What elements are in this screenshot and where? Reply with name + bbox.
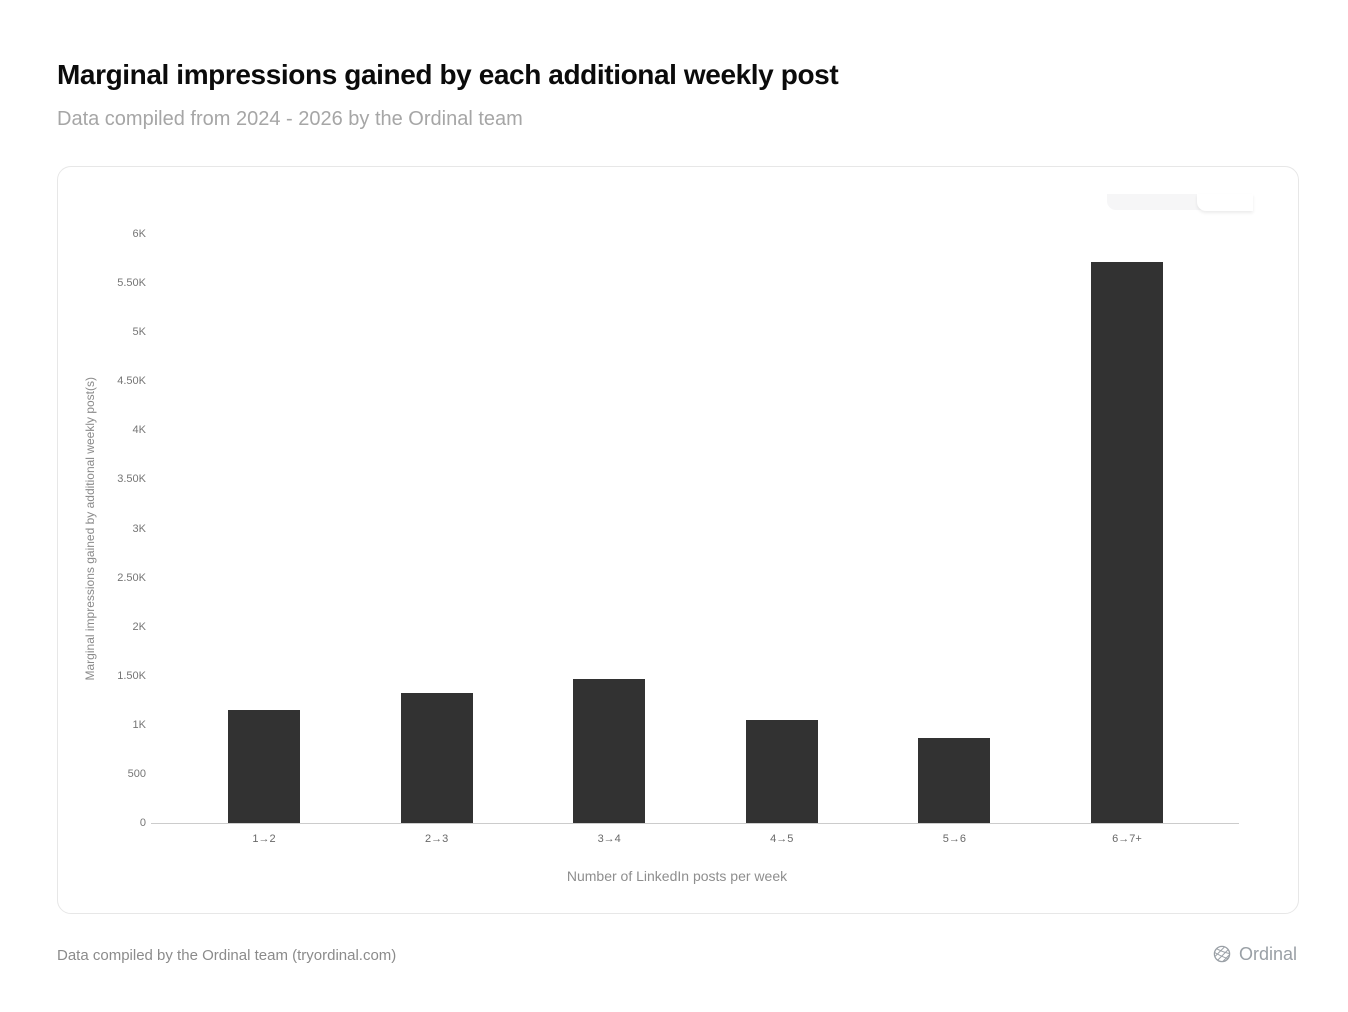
y-tick-label: 3K — [132, 522, 146, 535]
bar[interactable] — [918, 737, 991, 823]
bar[interactable] — [573, 678, 646, 823]
x-axis-title: Number of LinkedIn posts per week — [566, 868, 788, 884]
chart-hover-toolbar[interactable] — [1107, 194, 1217, 210]
y-tick-label: 2.50K — [117, 571, 146, 584]
x-tick-label: 5→6 — [942, 833, 967, 845]
x-tick-label: 2→3 — [424, 833, 449, 845]
x-tick-label: 3→4 — [597, 833, 621, 845]
y-tick-label: 1K — [132, 718, 146, 731]
y-tick-label: 0 — [139, 817, 146, 829]
attribution-text: Data compiled by the Ordinal team (tryor… — [57, 947, 397, 964]
y-tick-label: 6K — [132, 228, 146, 240]
y-tick-label: 3.50K — [117, 473, 146, 486]
page-subtitle: Data compiled from 2024 - 2026 by the Or… — [57, 108, 523, 130]
y-tick-label: 4.50K — [117, 375, 146, 388]
x-axis-line — [151, 823, 1239, 824]
y-tick-label: 4K — [132, 424, 146, 437]
y-tick-label: 500 — [127, 767, 146, 780]
bar[interactable] — [745, 719, 818, 823]
y-tick-label: 2K — [132, 620, 146, 633]
x-tick-label: 1→2 — [252, 833, 276, 845]
x-tick-label: 6→7+ — [1112, 833, 1142, 845]
chart-hover-toolbar-tab[interactable] — [1197, 194, 1253, 211]
hatched-sphere-icon — [1211, 943, 1233, 965]
page-title: Marginal impressions gained by each addi… — [57, 59, 839, 90]
y-tick-label: 5.50K — [117, 277, 146, 290]
bar[interactable] — [400, 693, 473, 823]
brand-logo: Ordinal — [1211, 943, 1297, 965]
y-tick-label: 5K — [132, 326, 146, 339]
bar[interactable] — [1091, 262, 1163, 823]
brand-name: Ordinal — [1238, 943, 1297, 964]
chart-card: Marginal impressions gained by additiona… — [57, 166, 1299, 914]
y-tick-label: 1.50K — [117, 669, 146, 682]
bar[interactable] — [228, 710, 300, 823]
x-tick-label: 4→5 — [770, 833, 794, 845]
